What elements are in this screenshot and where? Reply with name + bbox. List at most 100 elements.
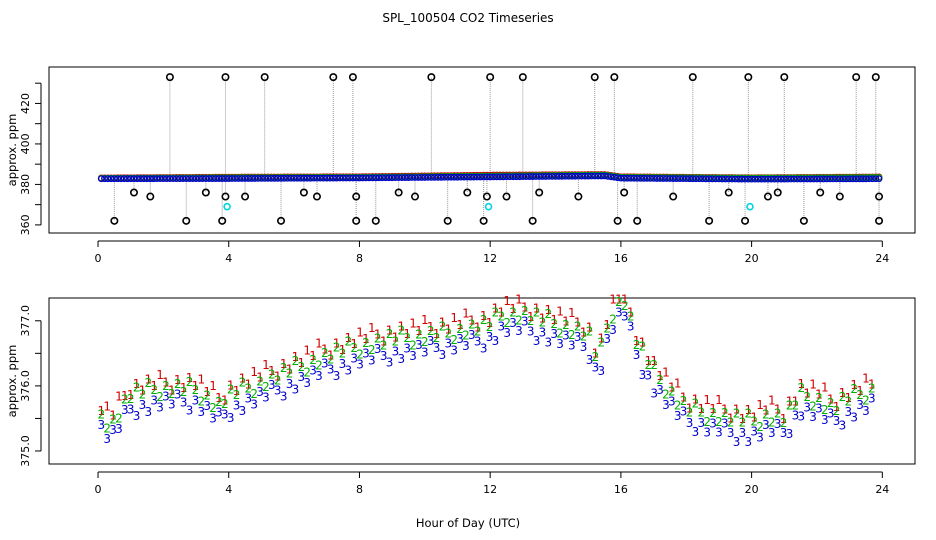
bottom-series-point-3: 3 — [539, 326, 547, 340]
top-baseline-point-flag-blue — [463, 173, 471, 181]
top-baseline-point-flag-blue — [555, 172, 563, 180]
top-baseline-point-flag-blue — [610, 173, 618, 181]
top-baseline-point-flag-blue — [525, 173, 533, 180]
top-baseline-point-flag-blue — [780, 175, 788, 183]
bottom-series-point-2: 2 — [662, 388, 670, 402]
top-baseline-point-flag-blue — [506, 173, 514, 181]
bottom-series-point-2: 2 — [203, 389, 211, 403]
bottom-series-point-1: 1 — [168, 383, 176, 397]
bottom-series-point-1: 1 — [209, 379, 217, 393]
top-cyan-markers — [223, 202, 754, 211]
bottom-series-point-1: 1 — [415, 324, 423, 338]
top-baseline-point-flag-blue — [486, 173, 494, 181]
bottom-series-point-2: 2 — [515, 314, 523, 328]
top-baseline-point-flag-blue — [427, 173, 435, 181]
bottom-series-point-3: 3 — [397, 352, 405, 366]
bottom-series-point-3: 3 — [268, 378, 276, 392]
top-baseline-point-flag-blue — [424, 174, 432, 181]
bottom-series-point-2: 2 — [368, 343, 376, 357]
top-baseline-point-flag-blue — [244, 175, 252, 182]
top-baseline-point-flag-blue — [496, 173, 504, 181]
bottom-series-point-3: 3 — [97, 418, 105, 432]
bottom-series-point-2: 2 — [603, 322, 611, 336]
bottom-series-point-3: 3 — [121, 403, 129, 417]
bottom-series-point-2: 2 — [668, 384, 676, 398]
top-baseline-point-flag-blue — [594, 172, 602, 180]
bottom-series-point-2: 2 — [474, 324, 482, 338]
bottom-series-point-1: 1 — [839, 386, 847, 400]
top-baseline-point-flag-blue — [771, 175, 778, 183]
top-baseline-point-flag-blue — [862, 175, 870, 183]
bottom-series-point-2: 2 — [803, 390, 811, 404]
bottom-series-point-3: 3 — [856, 398, 864, 412]
bottom-series-point-1: 1 — [821, 381, 829, 395]
bottom-series-point-3: 3 — [721, 417, 729, 431]
top-baseline-point-flag-blue — [110, 175, 118, 183]
bottom-series-point-3: 3 — [315, 369, 323, 383]
bottom-series-point-1: 1 — [692, 393, 700, 407]
bottom-series-point-2: 2 — [350, 341, 358, 355]
bottom-series-point-3: 3 — [580, 340, 588, 354]
top-excursion-point — [260, 73, 269, 82]
top-baseline-point-flag-blue — [722, 175, 729, 183]
bottom-series-point-3: 3 — [145, 405, 153, 419]
top-baseline-point-flag-blue — [408, 174, 416, 181]
top-baseline-point-flag-blue — [575, 172, 582, 180]
bottom-series-point-3: 3 — [209, 411, 217, 425]
bottom-series-point-3: 3 — [286, 377, 294, 391]
top-excursion-point — [875, 192, 884, 201]
bottom-series-point-2: 2 — [868, 381, 876, 395]
bottom-series-point-1: 1 — [421, 313, 429, 327]
top-baseline-point-flag-blue — [107, 175, 115, 183]
top-excursion-point — [221, 192, 230, 201]
top-excursion-point — [688, 73, 697, 82]
bottom-series-point-1: 1 — [245, 377, 253, 391]
bottom-series-point-2: 2 — [397, 324, 405, 338]
bottom-series-point-1: 1 — [115, 390, 123, 404]
top-baseline-point-flag-blue — [352, 174, 360, 182]
top-baseline-point-flag-blue — [699, 175, 706, 183]
bottom-series-point-3: 3 — [545, 336, 553, 350]
bottom-series-point-2: 2 — [174, 377, 182, 391]
bottom-series-point-3: 3 — [197, 405, 205, 419]
bottom-series-point-3: 3 — [297, 370, 305, 384]
top-baseline-point-flag-blue — [176, 175, 184, 183]
bottom-series-point-2: 2 — [262, 380, 270, 394]
top-excursion-point — [129, 188, 138, 197]
bottom-series-point-1: 1 — [609, 292, 617, 306]
bottom-series-point-1: 1 — [580, 326, 588, 340]
bottom-series-point-2: 2 — [786, 398, 794, 412]
top-excursion-point — [218, 216, 227, 225]
bottom-series-point-2: 2 — [103, 422, 111, 436]
bottom-series-point-3: 3 — [774, 417, 782, 431]
top-baseline-point-flag-blue — [686, 175, 693, 183]
bottom-series-point-2: 2 — [674, 398, 682, 412]
top-baseline-point-flag-blue — [643, 174, 651, 182]
top-baseline-point-flag-blue — [682, 175, 690, 183]
bottom-series-point-3: 3 — [862, 404, 870, 418]
bottom-series-point-3: 3 — [262, 391, 270, 405]
bottom-series-point-3: 3 — [556, 337, 564, 351]
bottom-series-point-1: 1 — [309, 349, 317, 363]
bottom-series-point-1: 1 — [374, 328, 382, 342]
top-excursion-point — [613, 216, 622, 225]
bottom-x-tick-label: 24 — [875, 483, 889, 496]
top-baseline-point-flag-blue — [512, 173, 520, 181]
bottom-series-point-3: 3 — [168, 398, 176, 412]
bottom-series-point-3: 3 — [215, 405, 223, 419]
bottom-series-point-2: 2 — [274, 373, 282, 387]
top-baseline-point-flag-blue — [163, 175, 171, 183]
bottom-series-point-1: 1 — [303, 343, 311, 357]
bottom-series-point-3: 3 — [803, 401, 811, 415]
bottom-series-point-3: 3 — [303, 376, 311, 390]
bottom-x-tick-label: 4 — [225, 483, 232, 496]
bottom-series-point-3: 3 — [686, 416, 694, 430]
bottom-series-point-3: 3 — [421, 346, 429, 360]
bottom-series-point-3: 3 — [692, 425, 700, 439]
bottom-series-point-2: 2 — [97, 408, 105, 422]
top-baseline-point-flag-blue — [225, 175, 233, 182]
top-baseline-point-flag-blue — [228, 175, 236, 182]
top-baseline-point-flag-blue — [545, 173, 553, 180]
bottom-series-point-2: 2 — [245, 381, 253, 395]
bottom-series-point-3: 3 — [503, 326, 511, 340]
